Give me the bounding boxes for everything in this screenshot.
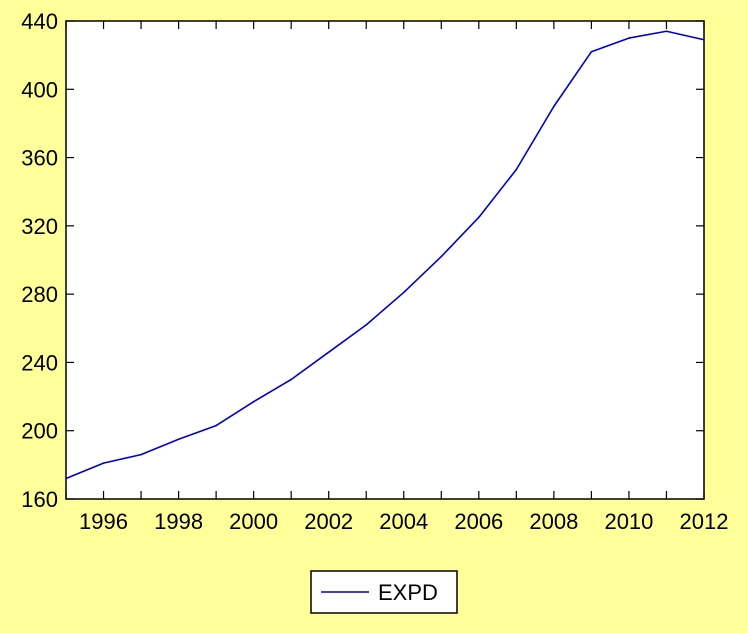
data-point	[515, 168, 518, 171]
data-point	[440, 255, 443, 258]
y-tick-label: 440	[21, 9, 58, 34]
data-point	[252, 400, 255, 403]
y-tick-label: 160	[21, 487, 58, 512]
data-point	[102, 462, 105, 464]
y-tick-label: 200	[21, 419, 58, 444]
x-tick-label: 2002	[304, 509, 353, 534]
data-point	[140, 453, 142, 456]
x-tick-label: 2006	[454, 509, 503, 534]
y-tick-label: 360	[21, 146, 58, 171]
y-tick-label: 320	[21, 214, 58, 239]
legend-label-expd: EXPD	[378, 580, 438, 605]
data-point	[553, 105, 555, 108]
x-tick-label: 2010	[604, 509, 653, 534]
data-point	[327, 351, 330, 353]
data-point	[478, 216, 480, 219]
data-point	[665, 30, 668, 33]
data-point	[402, 291, 405, 294]
y-tick-label: 240	[21, 350, 58, 375]
data-point	[703, 38, 705, 41]
series-line-expd	[65, 30, 705, 480]
x-tick-label: 1998	[154, 509, 203, 534]
y-tick-label: 400	[21, 77, 58, 102]
data-point	[65, 477, 67, 480]
plot-area	[65, 20, 705, 500]
data-point	[177, 438, 180, 441]
x-tick-label: 2012	[680, 509, 729, 534]
data-point	[290, 378, 292, 381]
x-axis: 1996 1998 2000 2002 2004 2006 2008 2010 2012	[65, 21, 729, 534]
legend: EXPD	[310, 570, 458, 614]
x-tick-label: 1996	[79, 509, 128, 534]
series-group	[65, 30, 705, 480]
data-point	[365, 324, 368, 326]
y-tick-label: 280	[21, 282, 58, 307]
data-point	[215, 424, 217, 427]
x-tick-label: 2008	[529, 509, 578, 534]
x-tick-label: 2000	[229, 509, 278, 534]
y-axis: 160 200 240 280 320 360 400 440	[21, 9, 704, 512]
data-point	[628, 37, 630, 39]
x-tick-label: 2004	[379, 509, 428, 534]
data-point	[590, 50, 593, 53]
